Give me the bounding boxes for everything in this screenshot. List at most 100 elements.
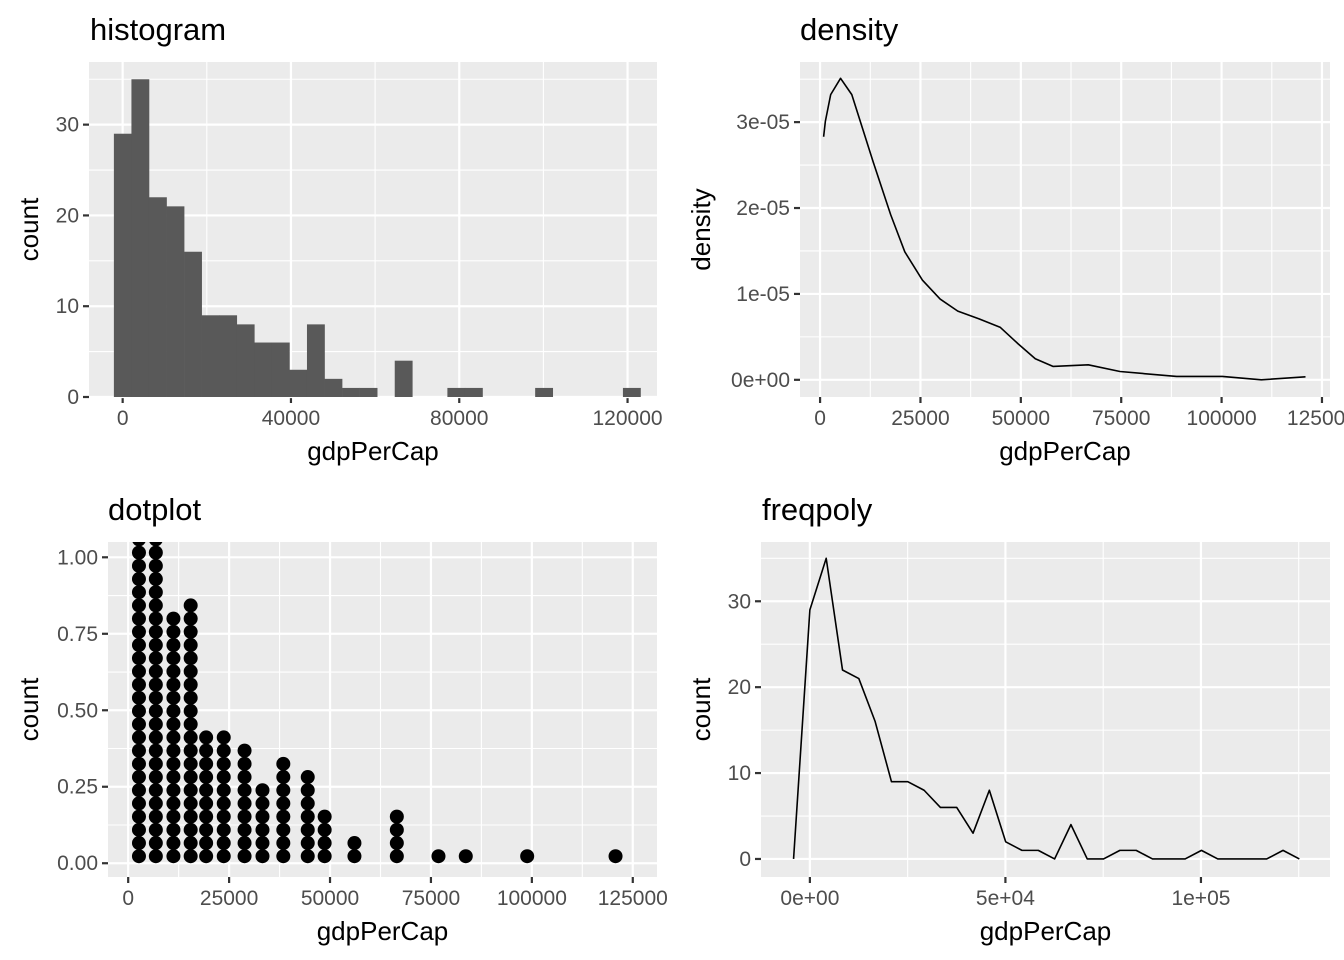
dot — [148, 756, 163, 771]
dot — [276, 822, 291, 837]
histogram-bar — [394, 360, 413, 397]
histogram-bar — [166, 206, 185, 397]
dot — [131, 717, 146, 732]
dot — [131, 677, 146, 692]
dot — [183, 743, 198, 758]
dot — [166, 743, 181, 758]
dot — [148, 585, 163, 600]
marks — [792, 557, 1300, 860]
dot — [149, 466, 163, 480]
dot — [131, 690, 146, 705]
dot — [237, 796, 252, 811]
dot — [149, 453, 163, 467]
dot — [148, 545, 163, 560]
x-tick-label: 0 — [117, 407, 129, 430]
marks — [113, 79, 641, 397]
dot — [166, 690, 181, 705]
panel-histogram: 0 40000 80000 120000 0 10 20 30 histogram gdpPerC… — [14, 12, 663, 466]
dot — [183, 651, 198, 666]
marks — [131, 400, 623, 864]
dot — [131, 558, 146, 573]
dot — [317, 822, 332, 837]
dot — [148, 849, 163, 864]
dot — [255, 796, 270, 811]
dot — [183, 809, 198, 824]
dot — [131, 783, 146, 798]
dot — [166, 770, 181, 785]
dot — [131, 730, 146, 745]
x-axis-label: gdpPerCap — [999, 436, 1131, 466]
dot — [300, 836, 315, 851]
dot — [166, 717, 181, 732]
dot — [255, 809, 270, 824]
histogram-bar — [184, 251, 202, 397]
y-tick-label: 3e-05 — [736, 111, 790, 134]
x-tick-label: 0 — [814, 407, 826, 430]
dot — [199, 770, 214, 785]
dot — [389, 809, 404, 824]
y-tick-label: 1.00 — [57, 546, 98, 569]
panel-title: freqpoly — [762, 492, 873, 527]
dot — [389, 836, 404, 851]
dot — [237, 836, 252, 851]
x-tick-label: 0 — [122, 887, 134, 910]
dot — [166, 638, 181, 653]
y-tick-label: 20 — [728, 676, 751, 699]
dot — [216, 743, 231, 758]
dot — [131, 572, 146, 587]
y-axis-label: density — [686, 188, 716, 270]
histogram-bar — [148, 197, 167, 397]
dot — [131, 822, 146, 837]
density-line — [822, 77, 1306, 381]
dot — [131, 809, 146, 824]
histogram-bar — [359, 387, 378, 397]
x-tick-label: 5e+04 — [976, 887, 1035, 910]
dot — [183, 730, 198, 745]
dot — [183, 770, 198, 785]
dot — [216, 809, 231, 824]
histogram-bar — [254, 342, 273, 397]
panel-background — [761, 542, 1330, 877]
dot — [148, 836, 163, 851]
dot — [276, 849, 291, 864]
dot — [166, 822, 181, 837]
dot — [148, 783, 163, 798]
marks — [822, 77, 1306, 381]
dot — [255, 849, 270, 864]
histogram-bar — [236, 324, 255, 397]
dot — [148, 638, 163, 653]
dot — [148, 809, 163, 824]
x-tick-label: 80000 — [430, 407, 488, 430]
dot — [166, 704, 181, 719]
x-tick-label: 50000 — [992, 407, 1050, 430]
x-axis-label: gdpPerCap — [980, 916, 1112, 946]
x-tick-label: 25000 — [891, 407, 949, 430]
y-tick-label: 0.25 — [57, 776, 98, 799]
dot — [132, 400, 146, 414]
dot — [148, 611, 163, 626]
dot — [276, 796, 291, 811]
dot — [199, 849, 214, 864]
dot — [148, 690, 163, 705]
dot — [317, 836, 332, 851]
dot — [237, 743, 252, 758]
dot — [183, 664, 198, 679]
x-tick-label: 125000 — [598, 887, 668, 910]
histogram-bar — [219, 315, 238, 397]
dot — [131, 743, 146, 758]
dot — [166, 783, 181, 798]
dot — [183, 638, 198, 653]
dot — [216, 756, 231, 771]
dot — [300, 809, 315, 824]
panel-title: dotplot — [108, 492, 201, 527]
dot — [131, 664, 146, 679]
x-tick-label: 125000 — [1287, 407, 1344, 430]
dot — [608, 849, 623, 864]
histogram-bar — [464, 387, 483, 397]
dot — [166, 730, 181, 745]
dot — [132, 414, 146, 428]
dot — [183, 849, 198, 864]
histogram-bar — [289, 369, 308, 397]
y-tick-label: 10 — [728, 762, 751, 785]
dot — [216, 770, 231, 785]
